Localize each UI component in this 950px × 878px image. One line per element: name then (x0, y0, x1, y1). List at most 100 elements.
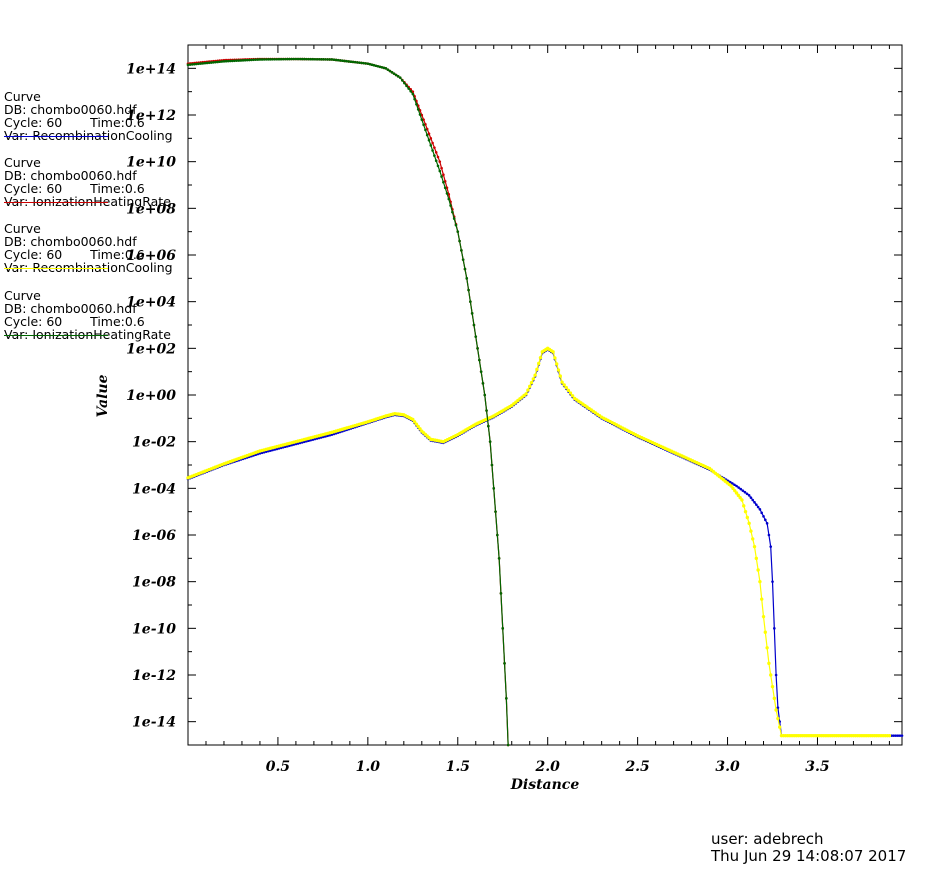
data-point (537, 361, 541, 366)
y-tick-label: 1e+12 (126, 108, 176, 124)
data-point (743, 490, 747, 494)
data-point (890, 734, 894, 737)
data-point (474, 335, 478, 338)
data-point (231, 59, 234, 63)
y-tick-label: 1e+10 (126, 155, 176, 171)
data-point (269, 449, 272, 452)
data-point (467, 288, 470, 292)
data-point (776, 716, 780, 721)
data-point (195, 62, 198, 66)
data-point (497, 557, 501, 560)
data-point (343, 59, 346, 63)
data-point (216, 60, 219, 64)
legend-text: DB: chombo0060.hdf (4, 168, 137, 183)
data-point (556, 368, 561, 372)
x-tick-label: 0.5 (266, 759, 290, 775)
data-point (294, 57, 298, 61)
data-point (256, 58, 260, 61)
data-point (529, 380, 534, 385)
data-point (317, 436, 321, 440)
data-point (461, 258, 465, 261)
data-point (431, 141, 434, 145)
x-axis-title: Distance (510, 777, 580, 793)
data-point (478, 358, 481, 362)
data-point (898, 734, 902, 737)
data-point (560, 380, 564, 384)
data-point (262, 450, 266, 454)
data-point (305, 439, 308, 443)
data-point (317, 58, 321, 61)
x-tick-label: 3.5 (805, 759, 829, 775)
data-point (424, 128, 427, 132)
data-point (324, 58, 327, 61)
data-point (224, 59, 228, 63)
legend-text: Curve (4, 221, 41, 236)
data-point (190, 63, 194, 66)
data-point (300, 441, 304, 444)
data-point (770, 684, 775, 689)
data-point (292, 443, 296, 446)
data-point (199, 62, 202, 65)
data-point (765, 522, 769, 525)
data-point (769, 673, 773, 677)
data-point (566, 388, 571, 393)
data-point (305, 57, 308, 61)
data-point (887, 733, 892, 738)
data-point (315, 57, 319, 61)
data-point (288, 57, 291, 61)
data-point (341, 59, 344, 63)
legend-text: Var: RecombinationCooling (4, 260, 173, 275)
data-point (267, 449, 270, 453)
data-point (415, 102, 418, 106)
data-point (311, 57, 315, 61)
data-point (186, 63, 190, 67)
data-point (286, 57, 289, 61)
data-point (427, 138, 431, 142)
data-point (742, 504, 746, 508)
data-point (360, 61, 363, 65)
data-point (413, 97, 416, 101)
data-point (479, 370, 483, 373)
data-point (894, 734, 898, 737)
data-point (284, 57, 287, 61)
legend-entry: Curve DB: chombo0060.hdf Cycle: 60 Time:0.… (4, 222, 244, 274)
legend-text: Curve (4, 89, 41, 104)
data-point (562, 383, 566, 387)
data-point (553, 356, 557, 360)
data-point (488, 440, 492, 443)
data-point (277, 57, 281, 61)
data-point (760, 511, 764, 515)
data-point (372, 63, 376, 67)
legend-swatch (4, 335, 108, 336)
data-point (469, 300, 472, 303)
y-tick-label: 1e+02 (126, 341, 176, 357)
data-point (241, 59, 245, 62)
data-point (298, 57, 302, 61)
data-point (351, 60, 355, 64)
data-point (774, 673, 778, 677)
data-point (438, 160, 442, 163)
data-point (490, 463, 494, 467)
data-point (281, 57, 285, 61)
data-point (328, 58, 332, 61)
data-point (762, 515, 765, 518)
data-point (201, 62, 205, 65)
x-tick-label: 1.0 (356, 759, 381, 775)
data-point (758, 579, 762, 584)
data-point (260, 58, 264, 61)
data-point (388, 69, 392, 73)
legend-text: Curve (4, 288, 41, 303)
data-point (460, 249, 463, 252)
data-point (267, 58, 270, 61)
data-point (767, 661, 771, 666)
data-point (733, 483, 736, 487)
data-point (353, 60, 357, 64)
data-point (778, 725, 782, 729)
y-tick-label: 1e+14 (126, 61, 176, 77)
data-point (551, 350, 555, 354)
data-point (322, 58, 325, 61)
data-point (429, 137, 433, 140)
data-point (355, 61, 359, 64)
data-point (418, 427, 422, 431)
legend-text: Curve (4, 155, 41, 170)
